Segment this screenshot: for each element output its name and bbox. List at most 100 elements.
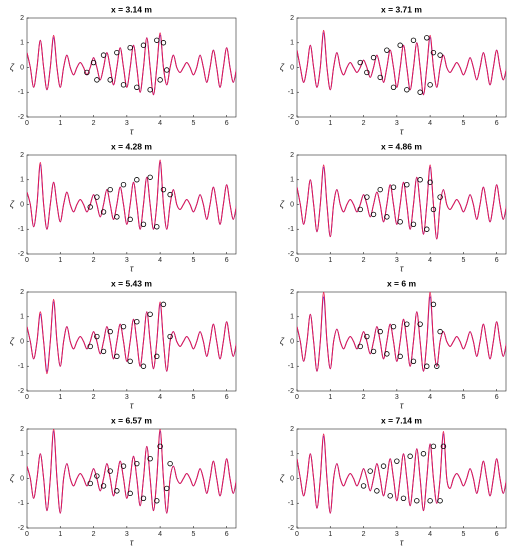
marker xyxy=(164,485,170,492)
panel: x = 5.43 m 0 1 2 3 4 5 6 -2 -1 0 1 2 τ ζ xyxy=(10,278,237,410)
panel: x = 3.14 m 0 1 2 3 4 5 6 -2 -1 0 1 2 τ ζ xyxy=(10,4,237,136)
plot-area xyxy=(27,159,236,230)
y-axis-label: ζ xyxy=(10,62,15,72)
x-axis-label: τ xyxy=(130,263,134,273)
marker xyxy=(357,206,363,213)
marker xyxy=(90,59,97,66)
plot-frame xyxy=(296,428,507,529)
x-tick-label: 2 xyxy=(362,531,366,538)
marker xyxy=(404,181,410,188)
y-tick-label: 0 xyxy=(20,201,24,208)
plot-area xyxy=(297,430,506,514)
x-tick-label: 4 xyxy=(428,120,432,127)
series-line xyxy=(27,298,236,375)
x-tick-label: 0 xyxy=(295,257,299,264)
panel: x = 4.28 m 0 1 2 3 4 5 6 -2 -1 0 1 2 τ ζ xyxy=(10,141,237,273)
marker xyxy=(147,456,153,462)
x-tick-label: 4 xyxy=(428,531,432,538)
y-tick-label: 2 xyxy=(290,426,294,433)
marker xyxy=(430,301,437,308)
marker xyxy=(390,84,397,90)
marker xyxy=(87,204,93,210)
marker xyxy=(94,473,100,479)
series-line xyxy=(297,29,506,96)
marker xyxy=(134,319,140,325)
marker xyxy=(160,186,167,193)
marker xyxy=(160,301,167,308)
x-tick-label: 4 xyxy=(158,257,162,264)
marker xyxy=(157,77,163,83)
plot-area xyxy=(27,298,236,375)
marker xyxy=(430,49,437,56)
x-tick-label: 6 xyxy=(495,531,499,538)
marker xyxy=(370,211,377,218)
plot-area xyxy=(27,429,236,514)
y-tick-label: -2 xyxy=(288,251,294,258)
x-tick-label: 1 xyxy=(328,257,332,264)
y-tick-label: -1 xyxy=(18,89,24,96)
marker xyxy=(404,321,410,327)
x-tick-label: 3 xyxy=(395,120,399,127)
y-axis-label: ζ xyxy=(280,473,285,483)
x-tick-label: 1 xyxy=(328,394,332,401)
y-tick-label: 1 xyxy=(290,40,294,47)
plot-frame xyxy=(26,154,237,255)
y-tick-label: -2 xyxy=(18,114,24,121)
y-tick-label: 0 xyxy=(20,338,24,345)
y-tick-label: 2 xyxy=(290,15,294,22)
marker xyxy=(430,206,437,213)
marker xyxy=(397,42,403,48)
x-axis-label: τ xyxy=(130,126,134,136)
marker xyxy=(147,87,153,93)
x-tick-label: 0 xyxy=(25,531,29,538)
y-axis-label: ζ xyxy=(280,62,285,72)
y-tick-label: 2 xyxy=(20,289,24,296)
marker xyxy=(107,186,113,193)
x-tick-label: 4 xyxy=(158,394,162,401)
marker xyxy=(167,460,173,467)
y-tick-label: 0 xyxy=(290,475,294,482)
marker xyxy=(360,483,367,489)
marker xyxy=(114,214,120,220)
panel: x = 6 m 0 1 2 3 4 5 6 -2 -1 0 1 2 τ ζ xyxy=(280,278,507,410)
marker xyxy=(127,358,133,364)
marker xyxy=(154,37,160,43)
marker xyxy=(120,323,127,330)
marker xyxy=(390,323,397,330)
panel: x = 6.57 m 0 1 2 3 4 5 6 -2 -1 0 1 2 τ ζ xyxy=(10,415,237,547)
marker xyxy=(410,221,417,227)
y-axis-label: ζ xyxy=(10,336,15,346)
marker xyxy=(127,216,133,223)
marker xyxy=(100,483,107,489)
x-tick-label: 6 xyxy=(225,257,229,264)
x-tick-label: 4 xyxy=(428,257,432,264)
x-tick-label: 5 xyxy=(191,531,195,538)
x-tick-label: 1 xyxy=(328,120,332,127)
x-tick-label: 2 xyxy=(92,120,96,127)
marker xyxy=(140,363,147,369)
y-tick-label: 2 xyxy=(290,152,294,159)
marker xyxy=(437,498,443,504)
y-tick-label: -2 xyxy=(288,388,294,395)
x-tick-label: 6 xyxy=(225,531,229,538)
y-tick-label: -1 xyxy=(288,363,294,370)
marker xyxy=(114,488,120,494)
marker xyxy=(357,343,363,350)
panel: x = 4.86 m 0 1 2 3 4 5 6 -2 -1 0 1 2 τ ζ xyxy=(280,141,507,273)
y-tick-label: 0 xyxy=(290,64,294,71)
series-line xyxy=(27,159,236,230)
y-tick-label: 0 xyxy=(20,64,24,71)
marker xyxy=(94,77,100,83)
marker xyxy=(420,451,427,457)
y-tick-label: 1 xyxy=(20,451,24,458)
marker xyxy=(134,460,140,467)
marker xyxy=(377,186,383,193)
marker xyxy=(374,488,380,494)
x-tick-label: 2 xyxy=(362,394,366,401)
marker xyxy=(154,498,160,504)
marker xyxy=(94,333,100,340)
y-tick-label: -1 xyxy=(288,89,294,96)
x-tick-label: 3 xyxy=(395,257,399,264)
x-tick-label: 5 xyxy=(191,394,195,401)
